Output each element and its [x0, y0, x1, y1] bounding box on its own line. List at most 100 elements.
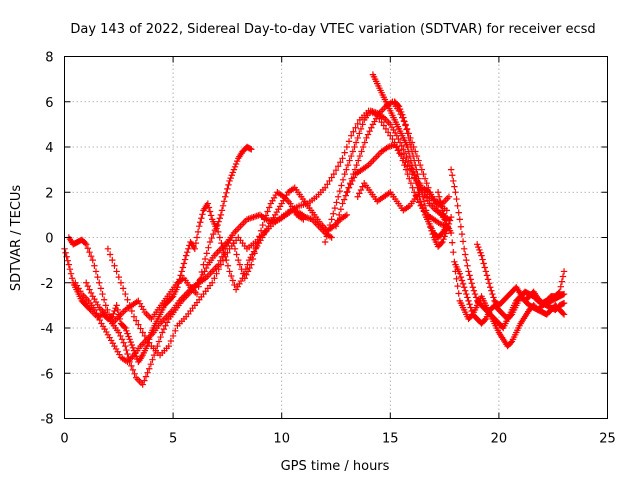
- data-point: [141, 332, 149, 340]
- data-point: [163, 319, 171, 326]
- data-point: [144, 369, 151, 376]
- data-point: [87, 289, 95, 297]
- data-point: [213, 222, 220, 230]
- data-point: [406, 175, 413, 182]
- data-point: [111, 307, 118, 315]
- data-point: [334, 217, 341, 224]
- data-point: [321, 238, 329, 246]
- data-point: [429, 230, 436, 238]
- data-point: [124, 296, 131, 303]
- data-point: [558, 278, 566, 285]
- data-point: [104, 306, 111, 314]
- data-point: [507, 312, 515, 319]
- data-point: [465, 268, 472, 275]
- data-point: [216, 215, 223, 222]
- data-point: [560, 268, 568, 275]
- data-point: [342, 192, 349, 199]
- data-point: [409, 152, 417, 160]
- data-point: [65, 261, 73, 268]
- data-point: [351, 166, 359, 173]
- data-point: [556, 288, 563, 295]
- data-point: [479, 256, 486, 263]
- data-point: [354, 193, 361, 200]
- data-point: [336, 187, 344, 195]
- data-point: [114, 306, 121, 314]
- data-point: [213, 270, 220, 277]
- data-point: [418, 201, 425, 208]
- data-point: [122, 324, 129, 332]
- data-point: [468, 307, 475, 315]
- data-point: [146, 339, 153, 346]
- data-point: [150, 351, 158, 359]
- data-point: [403, 153, 410, 161]
- data-point: [453, 195, 460, 203]
- data-point: [215, 218, 222, 225]
- y-tick-label: 4: [45, 141, 53, 156]
- y-axis-label: SDTVAR / TECUs: [9, 185, 24, 292]
- data-point: [447, 229, 455, 237]
- data-point: [220, 198, 228, 205]
- data-point: [193, 234, 201, 241]
- data-point: [126, 336, 133, 343]
- data-point: [266, 204, 273, 211]
- data-point: [454, 282, 461, 290]
- data-point: [226, 268, 233, 275]
- data-point: [231, 163, 239, 170]
- data-point: [67, 270, 75, 277]
- data-point: [94, 313, 102, 320]
- data-point: [438, 239, 445, 247]
- data-point: [66, 265, 74, 273]
- data-point: [194, 228, 202, 236]
- data-point: [382, 125, 390, 133]
- data-point: [435, 193, 443, 200]
- data-point: [204, 200, 212, 207]
- data-point: [262, 212, 270, 219]
- data-point: [224, 185, 231, 193]
- data-point: [343, 166, 350, 173]
- data-point: [397, 108, 405, 116]
- data-point: [350, 170, 357, 178]
- chart-title: Day 143 of 2022, Sidereal Day-to-day VTE…: [70, 22, 595, 37]
- data-point: [478, 252, 485, 259]
- data-point: [100, 296, 108, 303]
- data-point: [182, 252, 190, 259]
- data-point: [155, 338, 163, 345]
- data-point: [203, 264, 210, 272]
- data-point: [228, 234, 235, 241]
- data-point: [387, 132, 394, 139]
- data-point: [124, 350, 131, 358]
- series-7: [332, 141, 450, 230]
- data-point: [462, 287, 469, 294]
- y-tick-label: -6: [41, 367, 54, 382]
- data-point: [401, 118, 408, 125]
- data-point: [232, 160, 240, 168]
- data-point: [68, 275, 76, 282]
- data-point: [192, 239, 200, 247]
- data-point: [199, 211, 206, 218]
- data-point: [217, 211, 225, 219]
- data-point: [172, 327, 179, 335]
- data-point: [115, 273, 122, 281]
- data-point: [330, 170, 338, 178]
- data-point: [357, 186, 365, 194]
- data-point: [330, 210, 337, 217]
- data-point: [128, 341, 136, 349]
- data-point: [106, 251, 114, 258]
- data-point: [420, 170, 427, 178]
- data-point: [359, 183, 366, 190]
- data-point: [208, 234, 215, 242]
- data-point: [124, 330, 131, 337]
- data-point: [467, 276, 474, 283]
- data-point: [433, 203, 440, 211]
- data-point: [397, 152, 405, 160]
- data-point: [219, 257, 227, 264]
- data-point: [471, 290, 479, 298]
- data-point: [368, 124, 375, 131]
- data-point: [559, 310, 567, 317]
- data-point: [167, 337, 175, 345]
- data-point: [482, 268, 490, 275]
- data-point: [481, 316, 488, 324]
- data-point: [403, 126, 410, 133]
- data-point: [451, 258, 458, 266]
